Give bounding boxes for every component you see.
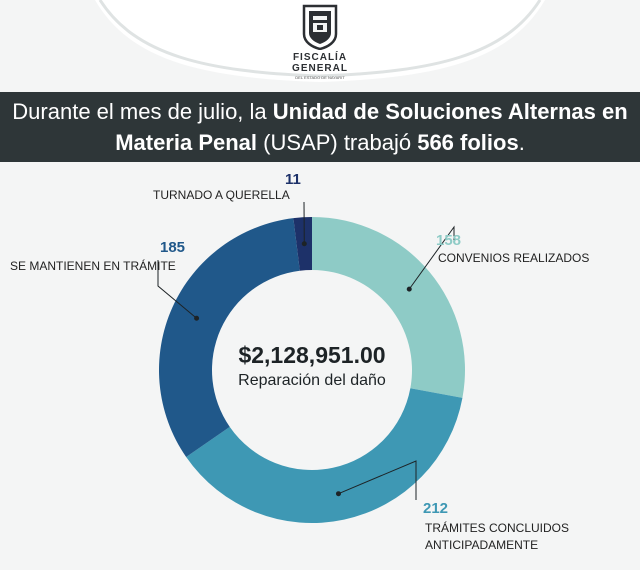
leader-tramites-concluidos-dot	[335, 491, 341, 497]
headline-text-1: Durante el mes de julio, la	[12, 99, 273, 124]
value-label-tramites-concluidos: 212	[423, 500, 449, 517]
value-label-convenios: 158	[436, 232, 462, 249]
reparation-amount: $2,128,951.00	[238, 342, 386, 368]
slice-tramites-concluidos	[186, 388, 463, 523]
leader-convenios-dot	[406, 286, 412, 292]
slice-se-mantienen	[158, 218, 300, 458]
series-label-se-mantienen: SE MANTIENEN EN TRÁMITE	[10, 259, 176, 273]
org-name-line1: FISCALÍA	[292, 52, 348, 63]
leader-se-mantienen	[157, 260, 197, 319]
org-name-line2: GENERAL	[292, 63, 348, 74]
org-subtitle: DEL ESTADO DE NAYARIT	[295, 75, 345, 80]
fiscalia-logo: FISCALÍA GENERAL DEL ESTADO DE NAYARIT	[270, 2, 370, 82]
donut-chart	[157, 201, 465, 523]
value-label-turnado: 11	[285, 171, 301, 188]
leader-se-mantienen-dot	[194, 315, 200, 321]
series-label-turnado: TURNADO A QUERELLA	[153, 188, 290, 202]
series-label-convenios: CONVENIOS REALIZADOS	[438, 251, 590, 265]
value-label-se-mantienen: 185	[160, 239, 186, 256]
leader-turnado-dot	[301, 241, 307, 247]
shield-icon	[302, 4, 338, 50]
reparation-label: Reparación del daño	[238, 372, 386, 389]
headline-text-2: (USAP) trabajó	[257, 130, 418, 155]
slice-convenios	[312, 217, 465, 398]
headline-end: .	[518, 130, 525, 155]
series-label-tramites-concluidos: TRÁMITES CONCLUIDOS ANTICIPADAMENTE	[425, 521, 570, 552]
headline-folios: 566 folios	[417, 130, 519, 155]
leader-convenios	[408, 225, 455, 290]
leader-tramites-concluidos	[338, 460, 417, 500]
headline: Durante el mes de julio, la Unidad de So…	[0, 92, 640, 162]
headline-unit-name: Unidad de Soluciones Alternas en Materia…	[115, 99, 628, 155]
